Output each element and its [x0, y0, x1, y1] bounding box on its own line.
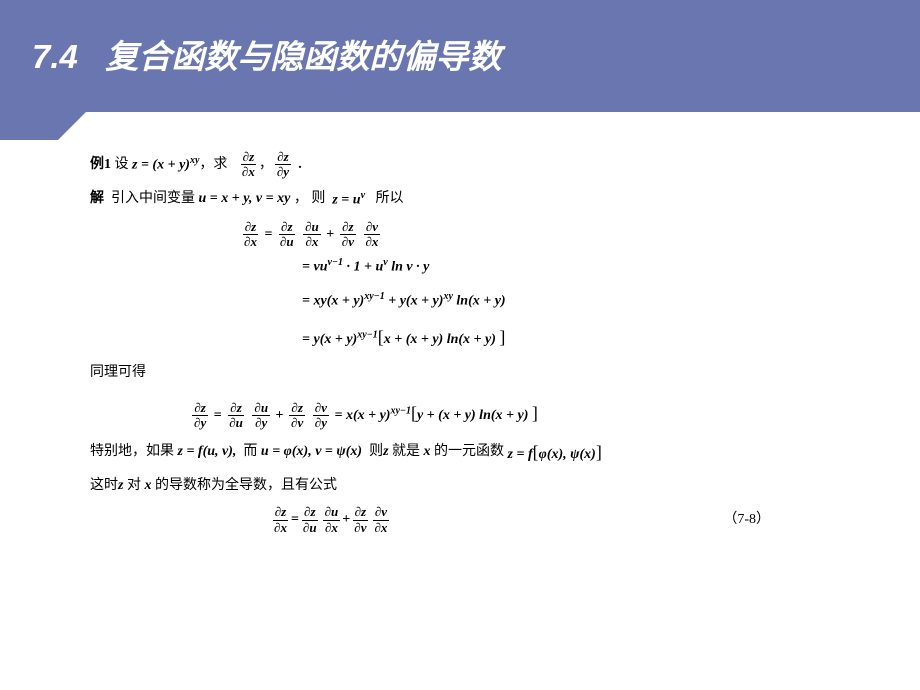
example-label: 例1: [90, 154, 111, 176]
text: 所以: [376, 188, 404, 210]
corner-decoration: [0, 112, 58, 140]
chain-rule-y: ∂z∂y = ∂z∂u ∂u∂y + ∂z∂v ∂v∂y = x(x + y)x…: [190, 399, 890, 431]
total-derivative-formula: ∂z∂x = ∂z∂u ∂u∂x + ∂z∂v ∂v∂x （7-8）: [270, 505, 890, 535]
chain-rule-x: ∂z∂x = ∂z∂u ∂u∂x + ∂z∂v ∂v∂x: [240, 220, 890, 250]
slide-title: 7.4 复合函数与隐函数的偏导数: [32, 30, 920, 78]
text: ，求: [199, 154, 227, 176]
text: 引入中间变量: [111, 188, 195, 210]
slide-header: 7.4 复合函数与隐函数的偏导数: [0, 0, 920, 112]
text: ．: [297, 154, 311, 176]
title-text: 复合函数与隐函数的偏导数: [105, 38, 501, 75]
equation-number: （7-8）: [723, 509, 770, 531]
section-number: 7.4: [32, 38, 78, 75]
special-case-line2: 这时 z 对 x 的导数称为全导数，且有公式: [90, 475, 890, 497]
text: ， 则: [294, 188, 326, 210]
slide-content: 例1 设 z = (x + y)xy ，求 ∂z∂x ， ∂z∂y ． 解 引入…: [90, 150, 890, 543]
partial-zx: ∂z∂x: [238, 150, 259, 180]
solution-label: 解: [90, 188, 104, 210]
eq-line-3: = xy(x + y)xy−1 + y(x + y)xy ln(x + y): [302, 289, 890, 313]
math-z: z = uv: [332, 188, 365, 212]
solution-line: 解 引入中间变量 u = x + y, v = xy ， 则 z = uv 所以: [90, 188, 890, 212]
similarly-text: 同理可得: [90, 362, 890, 384]
example-line: 例1 设 z = (x + y)xy ，求 ∂z∂x ， ∂z∂y ．: [90, 150, 890, 180]
math-subst: u = x + y, v = xy: [199, 188, 291, 210]
eq-line-4: = y(x + y)xy−1[x + (x + y) ln(x + y) ]: [302, 323, 890, 352]
partial-zy: ∂z∂y: [273, 150, 293, 180]
math-expr: z = (x + y)xy: [132, 153, 199, 177]
eq-line-2: = vuv−1 · 1 + uv ln v · y: [302, 255, 890, 279]
special-case-line1: 特别地，如果 z = f(u, v), 而 u = φ(x), v = ψ(x)…: [90, 438, 890, 467]
text: 设: [115, 154, 129, 176]
